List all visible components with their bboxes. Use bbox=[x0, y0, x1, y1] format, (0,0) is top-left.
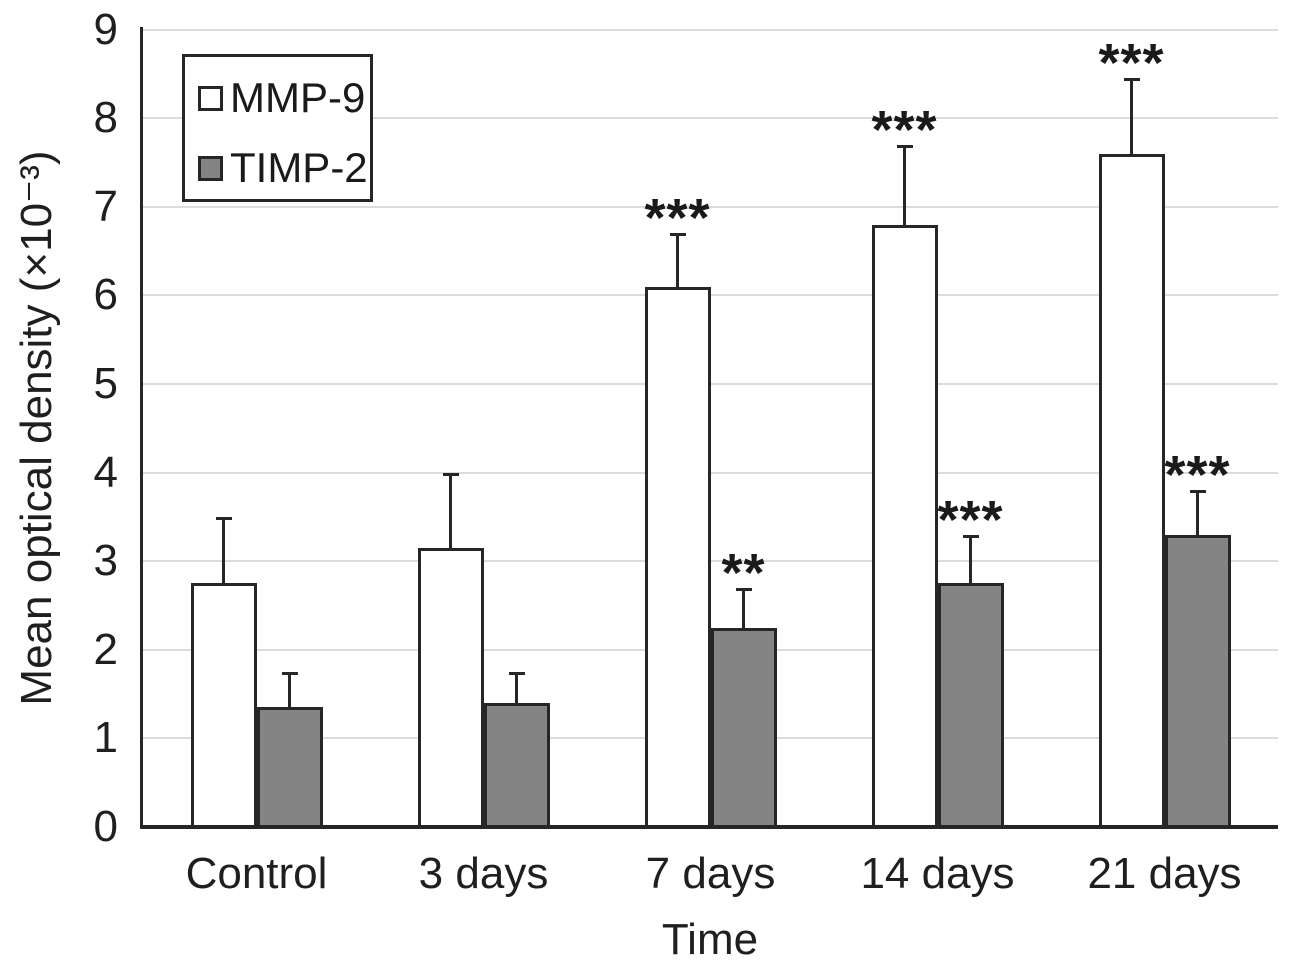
error-bar-mmp9-21-days bbox=[1130, 78, 1133, 154]
error-bar-mmp9-3-days bbox=[449, 472, 452, 548]
bar-timp2-3-days bbox=[483, 702, 550, 829]
error-bar-mmp9-control bbox=[222, 516, 225, 584]
y-tick-label-0: 0 bbox=[93, 802, 118, 851]
significance-marker-mmp9-21-days: *** bbox=[1098, 33, 1165, 94]
y-tick-label-1: 1 bbox=[93, 713, 118, 763]
gridline-4 bbox=[143, 471, 1278, 474]
significance-marker-timp2-14-days: *** bbox=[937, 489, 1004, 550]
y-axis-title: Mean optical density (×10⁻³) bbox=[12, 150, 61, 706]
bar-timp2-control bbox=[256, 707, 323, 829]
bar-mmp9-3-days bbox=[417, 547, 484, 829]
bar-mmp9-7-days bbox=[644, 286, 711, 829]
bar-mmp9-21-days bbox=[1098, 153, 1165, 829]
mmp9-swatch-icon bbox=[198, 85, 223, 111]
x-axis-line bbox=[140, 825, 1278, 829]
error-bar-timp2-control bbox=[288, 671, 291, 708]
gridline-7 bbox=[143, 205, 1278, 208]
significance-marker-timp2-7-days: ** bbox=[721, 542, 766, 603]
bar-timp2-21-days bbox=[1164, 534, 1231, 829]
y-tick-label-6: 6 bbox=[93, 270, 118, 320]
significance-marker-mmp9-7-days: *** bbox=[644, 188, 711, 249]
error-cap-mmp9-21-days bbox=[1123, 78, 1140, 82]
error-cap-mmp9-3-days bbox=[442, 472, 459, 476]
error-bar-timp2-7-days bbox=[742, 587, 745, 628]
legend-item-mmp9: MMP-9 bbox=[198, 77, 365, 119]
error-bar-timp2-21-days bbox=[1196, 490, 1199, 535]
y-tick-label-7: 7 bbox=[93, 181, 118, 231]
error-cap-timp2-control bbox=[281, 671, 298, 675]
bar-timp2-14-days bbox=[937, 583, 1004, 829]
x-tick-label-7-days: 7 days bbox=[645, 849, 776, 898]
x-tick-label-control: Control bbox=[185, 849, 328, 898]
legend-label-mmp9: MMP-9 bbox=[230, 74, 366, 121]
error-bar-mmp9-14-days bbox=[903, 144, 906, 225]
y-tick-label-5: 5 bbox=[93, 359, 118, 408]
y-tick-label-8: 8 bbox=[93, 93, 118, 143]
x-axis-title: Time bbox=[661, 915, 759, 964]
legend-box: MMP-9 TIMP-2 bbox=[182, 54, 373, 202]
timp2-swatch-icon bbox=[198, 155, 223, 181]
legend-label-timp2: TIMP-2 bbox=[230, 144, 368, 191]
bar-timp2-7-days bbox=[710, 627, 777, 829]
gridline-3 bbox=[143, 560, 1278, 563]
bar-mmp9-control bbox=[190, 583, 257, 829]
error-cap-mmp9-14-days bbox=[896, 144, 913, 148]
bar-mmp9-14-days bbox=[871, 224, 938, 829]
x-tick-label-14-days: 14 days bbox=[860, 849, 1015, 898]
error-cap-timp2-14-days bbox=[962, 534, 979, 538]
error-cap-mmp9-7-days bbox=[669, 233, 686, 237]
error-bar-mmp9-7-days bbox=[676, 233, 679, 287]
y-tick-label-2: 2 bbox=[93, 624, 118, 674]
error-cap-timp2-3-days bbox=[508, 671, 525, 675]
error-cap-timp2-21-days bbox=[1189, 490, 1206, 494]
gridline-6 bbox=[143, 294, 1278, 297]
error-cap-mmp9-control bbox=[215, 516, 232, 520]
legend-item-timp2: TIMP-2 bbox=[198, 147, 368, 189]
y-axis-line bbox=[140, 27, 143, 827]
gridline-8 bbox=[143, 117, 1278, 120]
error-bar-timp2-3-days bbox=[515, 671, 518, 703]
gridline-9 bbox=[143, 28, 1278, 31]
error-bar-timp2-14-days bbox=[969, 534, 972, 584]
error-cap-timp2-7-days bbox=[735, 587, 752, 591]
gridline-5 bbox=[143, 383, 1278, 385]
y-tick-label-4: 4 bbox=[93, 447, 118, 497]
y-tick-label-9: 9 bbox=[93, 4, 118, 54]
y-tick-label-3: 3 bbox=[93, 536, 118, 586]
x-tick-label-3-days: 3 days bbox=[418, 849, 549, 898]
significance-marker-mmp9-14-days: *** bbox=[871, 99, 938, 160]
significance-marker-timp2-21-days: *** bbox=[1164, 445, 1231, 506]
x-tick-label-21-days: 21 days bbox=[1087, 849, 1242, 898]
